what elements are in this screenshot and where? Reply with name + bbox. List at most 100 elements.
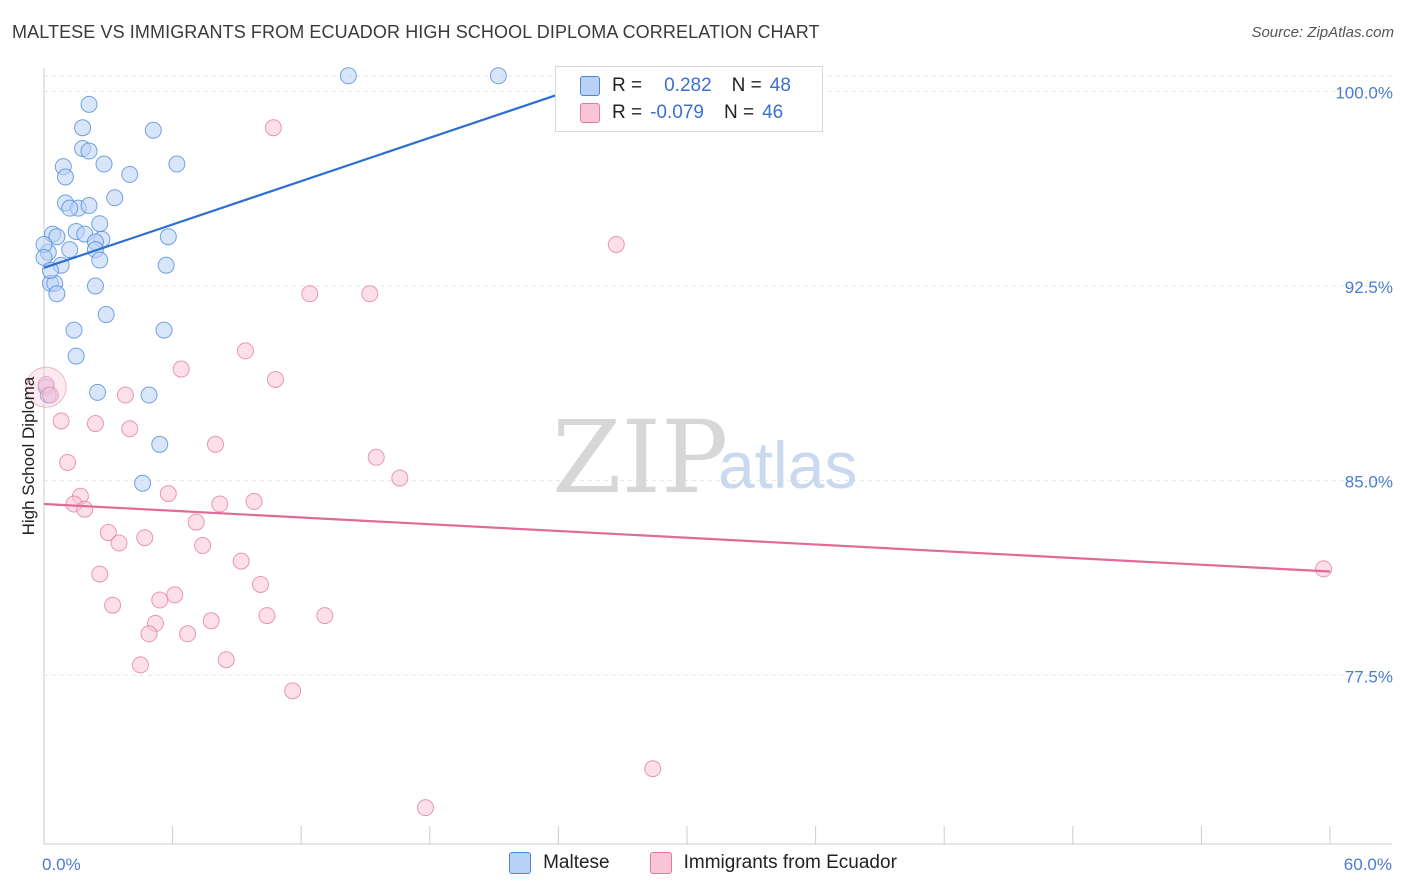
- ecuador-point: [166, 586, 184, 604]
- maltese-point: [140, 386, 158, 404]
- watermark-zip: ZIP: [552, 399, 728, 516]
- maltese-point: [86, 277, 104, 295]
- ecuador-point: [266, 370, 284, 388]
- ecuador-point: [136, 529, 154, 547]
- maltese-point: [159, 228, 177, 246]
- maltese-trend-line: [43, 82, 591, 269]
- x-tick-label: 0.0%: [42, 855, 81, 874]
- ecuador-point: [251, 575, 269, 593]
- maltese-point: [48, 285, 66, 303]
- ecuador-point: [391, 469, 409, 487]
- y-tick-label: 85.0%: [1345, 473, 1393, 492]
- legend-row-ecuador: R = -0.079 N = 46: [580, 100, 783, 126]
- ecuador-point: [607, 235, 625, 253]
- maltese-point: [121, 165, 139, 183]
- legend-r-label: R =: [612, 75, 643, 96]
- legend-r-value-ecuador: -0.079: [650, 102, 704, 123]
- watermark: ZIP atlas: [552, 399, 857, 516]
- ecuador-point: [159, 485, 177, 503]
- series-legend: Maltese Immigrants from Ecuador: [0, 852, 1406, 874]
- maltese-point: [151, 435, 169, 453]
- axes-layer: 100.0% 92.5% 85.0% 77.5% 0.0% 60.0%: [42, 68, 1393, 874]
- maltese-point: [61, 241, 79, 259]
- ecuador-swatch: [580, 103, 600, 123]
- legend-n-label: N =: [731, 75, 762, 96]
- maltese-point: [168, 155, 186, 173]
- y-tick-label: 92.5%: [1345, 278, 1393, 297]
- chart-title: MALTESE VS IMMIGRANTS FROM ECUADOR HIGH …: [12, 22, 820, 42]
- ecuador-point: [59, 453, 77, 471]
- ecuador-point: [232, 552, 250, 570]
- y-axis-label: High School Diploma: [19, 376, 38, 535]
- ecuador-point: [172, 360, 190, 378]
- source-label: Source: ZipAtlas.com: [1251, 24, 1394, 41]
- stats-legend: R = 0.282 N = 48 R = -0.079 N = 46: [555, 66, 823, 132]
- legend-label-ecuador: Immigrants from Ecuador: [683, 852, 897, 873]
- ecuador-point: [1315, 560, 1333, 578]
- ecuador-trend-line: [43, 502, 1331, 573]
- maltese-point: [91, 215, 109, 233]
- maltese-point: [74, 119, 92, 137]
- ecuador-aggregate-point: [25, 366, 67, 408]
- maltese-point: [134, 474, 152, 492]
- maltese-point: [89, 383, 107, 401]
- maltese-point: [67, 347, 85, 365]
- ecuador-point: [316, 607, 334, 625]
- legend-item-maltese[interactable]: Maltese: [509, 852, 610, 874]
- maltese-point: [155, 321, 173, 339]
- x-tick-label: 60.0%: [1344, 855, 1392, 874]
- maltese-point: [61, 199, 79, 217]
- legend-item-ecuador[interactable]: Immigrants from Ecuador: [649, 852, 897, 874]
- ecuador-point: [264, 119, 282, 137]
- ecuador-point: [52, 412, 70, 430]
- ecuador-point: [104, 596, 122, 614]
- maltese-point: [80, 197, 98, 215]
- maltese-point: [56, 168, 74, 186]
- maltese-point: [80, 142, 98, 160]
- ecuador-point: [217, 651, 235, 669]
- ecuador-point: [116, 386, 134, 404]
- legend-r-label: R =: [612, 102, 643, 123]
- ecuador-point: [367, 448, 385, 466]
- ecuador-point: [151, 591, 169, 609]
- maltese-point: [65, 321, 83, 339]
- ecuador-point: [131, 656, 149, 674]
- legend-n-label: N =: [723, 102, 755, 123]
- maltese-point: [91, 251, 109, 269]
- legend-row-maltese: R = 0.282 N = 48: [580, 73, 791, 99]
- maltese-point: [97, 306, 115, 324]
- ecuador-point: [76, 500, 94, 518]
- ecuador-point: [91, 565, 109, 583]
- maltese-point: [339, 67, 357, 85]
- maltese-point: [489, 67, 507, 85]
- ecuador-point: [194, 537, 212, 555]
- ecuador-point: [245, 492, 263, 510]
- legend-label-maltese: Maltese: [543, 852, 610, 873]
- legend-n-value-ecuador: 46: [762, 102, 784, 123]
- ecuador-point: [258, 607, 276, 625]
- ecuador-point: [86, 415, 104, 433]
- ecuador-point: [179, 625, 197, 643]
- grid-layer: [44, 75, 1392, 676]
- watermark-atlas: atlas: [718, 428, 857, 502]
- ecuador-point: [121, 420, 139, 438]
- ecuador-legend-swatch: [649, 852, 672, 874]
- maltese-point: [95, 155, 113, 173]
- maltese-point: [106, 189, 124, 207]
- ecuador-point: [644, 760, 662, 778]
- ecuador-point: [211, 495, 229, 513]
- maltese-point: [80, 95, 98, 113]
- y-tick-label: 77.5%: [1345, 667, 1393, 686]
- ecuador-point: [140, 625, 158, 643]
- ecuador-point: [361, 285, 379, 303]
- maltese-legend-swatch: [509, 852, 532, 874]
- maltese-point: [157, 256, 175, 274]
- ecuador-point: [284, 682, 302, 700]
- maltese-point: [144, 121, 162, 139]
- maltese-point: [48, 228, 66, 246]
- ecuador-point: [110, 534, 128, 552]
- ecuador-point: [41, 386, 59, 404]
- y-tick-label: 100.0%: [1335, 83, 1393, 102]
- legend-r-value-maltese: 0.282: [664, 75, 712, 96]
